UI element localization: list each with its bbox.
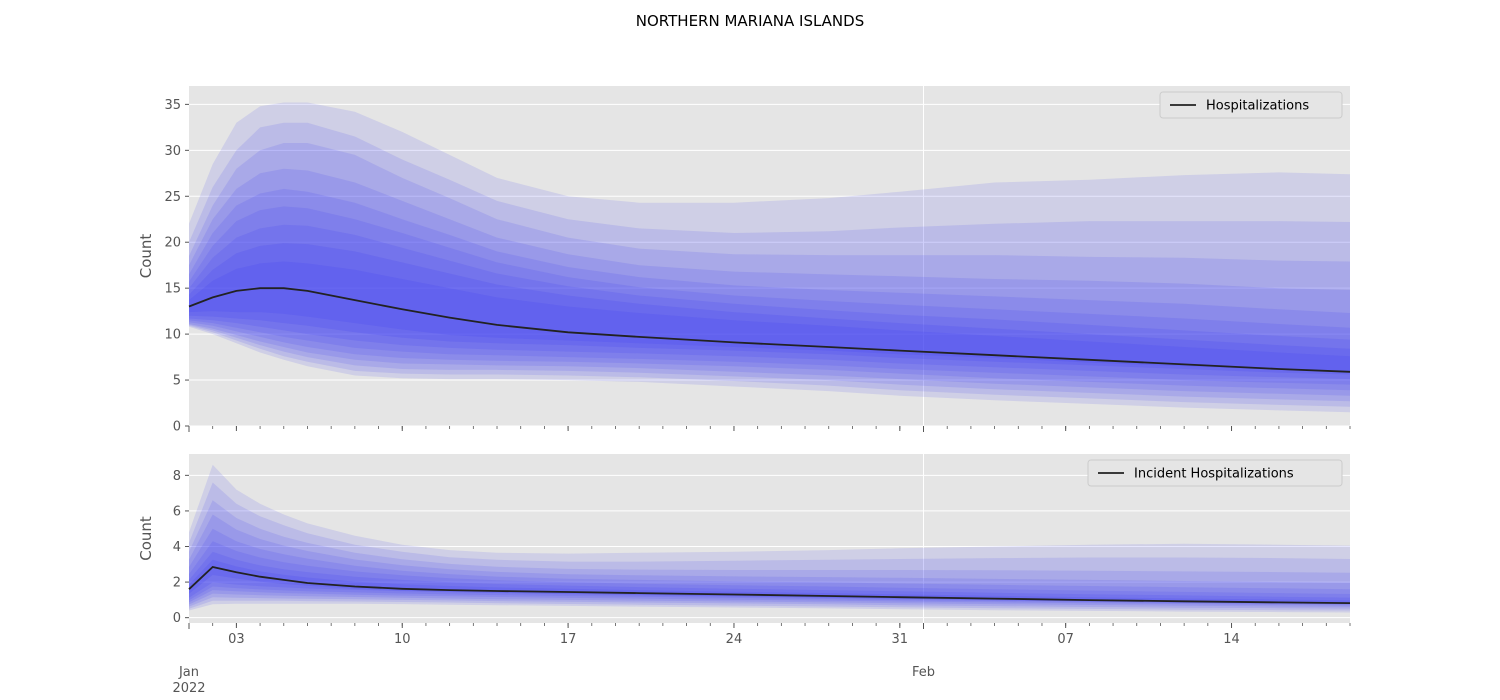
hospitalizations-panel: 0 5 10 15 20 25 30 35 Count Hospitalizations — [137, 86, 1351, 435]
quantile-band — [189, 102, 1350, 413]
quantile-band — [189, 188, 1350, 391]
quantile-band — [189, 464, 1350, 613]
quantile-band — [189, 206, 1350, 385]
quantile-band — [189, 541, 1350, 605]
x-tick-label: Feb — [912, 665, 935, 680]
quantile-band — [189, 243, 1350, 375]
y-tick-label: 35 — [164, 98, 181, 113]
y-tick-label: 6 — [173, 504, 181, 519]
x-tick-label: 31 — [892, 632, 909, 647]
median-line — [188, 287, 1351, 373]
x-tick-label: 07 — [1057, 632, 1074, 647]
legend-box — [1087, 459, 1343, 487]
legend-label: Hospitalizations — [1206, 99, 1309, 114]
y-tick-label: 0 — [173, 611, 181, 626]
legend: Hospitalizations — [1159, 91, 1343, 119]
y-tick-label: 4 — [173, 540, 181, 555]
quantile-band — [189, 482, 1350, 611]
x-tick-label: 14 — [1223, 632, 1240, 647]
plot-area — [189, 86, 1350, 426]
x-tick-label: 03 — [228, 632, 245, 647]
y-tick-label: 20 — [164, 236, 181, 251]
x-tick-label-line: 2022 — [172, 681, 205, 696]
quantile-band — [189, 143, 1350, 402]
x-tick-label-line: Jan — [178, 665, 199, 680]
figure-title: NORTHERN MARIANA ISLANDS — [636, 12, 864, 30]
y-tick-label: 30 — [164, 144, 181, 159]
quantile-band — [189, 514, 1350, 607]
x-tick-label: Jan 2022 — [172, 665, 205, 696]
y-tick-label: 10 — [164, 328, 181, 343]
y-tick-label: 2 — [173, 576, 181, 591]
quantile-band — [189, 224, 1350, 380]
y-tick-label: 0 — [173, 420, 181, 435]
quantile-band — [189, 261, 1350, 372]
y-tick-label: 15 — [164, 282, 181, 297]
legend-label: Incident Hospitalizations — [1134, 467, 1294, 482]
x-tick-label: 24 — [726, 632, 743, 647]
legend-box — [1159, 91, 1343, 119]
x-tick-label: 10 — [394, 632, 411, 647]
x-tick-label: 17 — [560, 632, 577, 647]
quantile-band — [189, 122, 1350, 407]
y-tick-label: 25 — [164, 190, 181, 205]
y-tick-label: 5 — [173, 374, 181, 389]
y-axis-label: Count — [137, 234, 155, 279]
y-tick-label: 8 — [173, 469, 181, 484]
quantile-band — [189, 528, 1350, 606]
quantile-band — [189, 500, 1350, 609]
legend: Incident Hospitalizations — [1087, 459, 1343, 487]
y-axis-label: Count — [137, 516, 155, 561]
quantile-band — [189, 168, 1350, 396]
median-line — [188, 566, 1351, 604]
